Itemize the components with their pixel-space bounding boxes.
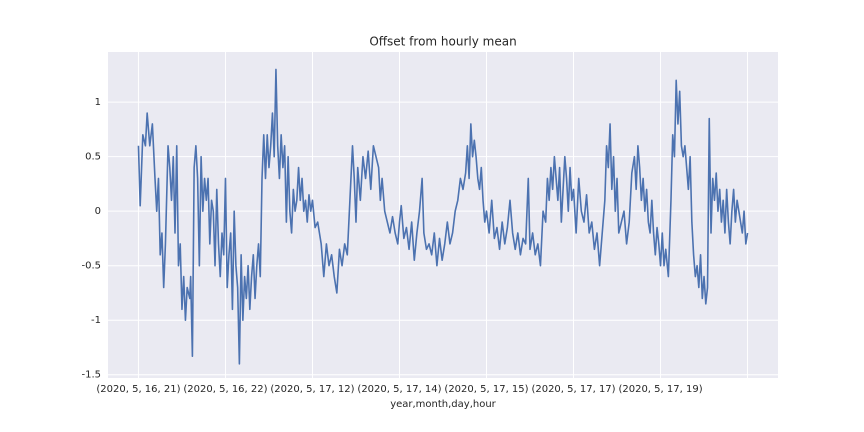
y-tick-label: -1.5 [81, 370, 101, 381]
chart-title: Offset from hourly mean [369, 35, 516, 49]
x-tick-label: (2020, 5, 16, 22) [183, 384, 267, 395]
y-tick-label: 0 [95, 206, 101, 217]
y-tick-label: 1 [95, 97, 101, 108]
plot-area [108, 52, 778, 378]
data-line [137, 68, 749, 365]
x-tick-label: (2020, 5, 17, 19) [618, 384, 702, 395]
x-tick-label: (2020, 5, 17, 15) [444, 384, 528, 395]
x-axis-label: year,month,day,hour [390, 399, 496, 410]
y-tick-label: -1 [91, 315, 101, 326]
x-tick-label: (2020, 5, 17, 12) [270, 384, 354, 395]
x-tick-label: (2020, 5, 17, 14) [357, 384, 441, 395]
x-tick-label: (2020, 5, 16, 21) [96, 384, 180, 395]
x-tick-label: (2020, 5, 17, 17) [531, 384, 615, 395]
y-tick-label: 0.5 [85, 152, 101, 163]
y-tick-label: -0.5 [81, 261, 101, 272]
